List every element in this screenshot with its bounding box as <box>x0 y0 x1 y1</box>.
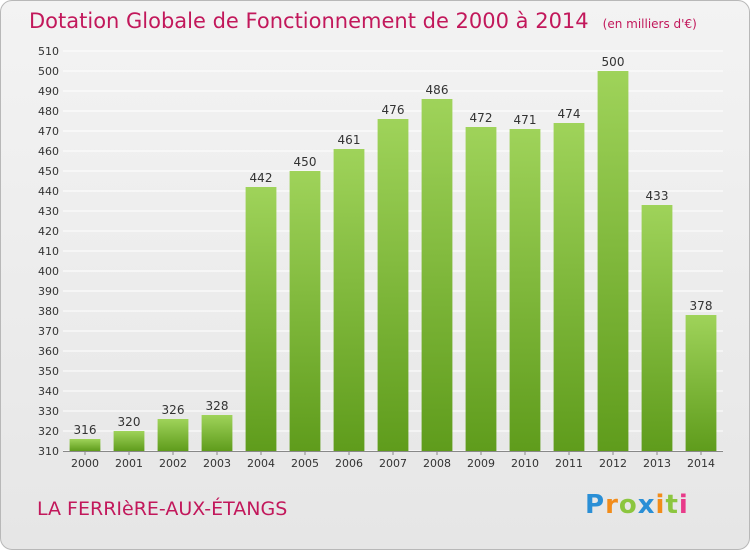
x-tick-label-2003: 2003 <box>203 457 231 470</box>
x-tick-label-2008: 2008 <box>423 457 451 470</box>
bar-2007 <box>377 119 409 451</box>
bar-2012 <box>597 71 629 451</box>
data-label-2012: 500 <box>602 55 625 69</box>
y-tick-label: 430 <box>38 205 59 218</box>
y-tick-label: 380 <box>38 305 59 318</box>
data-label-2009: 472 <box>470 111 493 125</box>
bar-2014 <box>685 315 717 451</box>
data-label-2006: 461 <box>338 133 361 147</box>
data-label-2003: 328 <box>206 399 229 413</box>
data-label-2013: 433 <box>646 189 669 203</box>
chart-title-text: Dotation Globale de Fonctionnement de 20… <box>29 9 589 33</box>
y-tick-label: 420 <box>38 225 59 238</box>
logo-letter: r <box>605 490 619 520</box>
data-label-2011: 474 <box>558 107 581 121</box>
chart-title: Dotation Globale de Fonctionnement de 20… <box>29 9 697 33</box>
logo-letter: o <box>618 490 638 520</box>
y-tick-label: 320 <box>38 425 59 438</box>
x-tick-label-2009: 2009 <box>467 457 495 470</box>
bar-2010 <box>509 129 541 451</box>
bar-2003 <box>201 415 233 451</box>
y-tick-label: 340 <box>38 385 59 398</box>
bar-2002 <box>157 419 189 451</box>
logo-letter: i <box>655 490 666 520</box>
bar-2008 <box>421 99 453 451</box>
y-tick-label: 490 <box>38 85 59 98</box>
bar-2001 <box>113 431 145 451</box>
data-label-2004: 442 <box>250 171 273 185</box>
x-tick-label-2004: 2004 <box>247 457 275 470</box>
x-tick-label-2010: 2010 <box>511 457 539 470</box>
x-axis: 2000 2001 2002 2003 2004 2005 2006 2007 2008 2009… <box>71 451 715 470</box>
x-tick-label-2001: 2001 <box>115 457 143 470</box>
bar-2013 <box>641 205 673 451</box>
x-tick-label-2005: 2005 <box>291 457 319 470</box>
y-tick-label: 440 <box>38 185 59 198</box>
x-tick-label-2002: 2002 <box>159 457 187 470</box>
bar-2005 <box>289 171 321 451</box>
x-tick-label-2014: 2014 <box>687 457 715 470</box>
y-tick-label: 350 <box>38 365 59 378</box>
x-tick-label-2000: 2000 <box>71 457 99 470</box>
x-tick-label-2011: 2011 <box>555 457 583 470</box>
proxiti-logo: Proxiti <box>585 490 689 520</box>
bars: 316 320 326 328 442 450 461 476 486 472 471 474 500 4… <box>69 55 717 451</box>
bar-2009 <box>465 127 497 451</box>
data-label-2007: 476 <box>382 103 405 117</box>
logo-letter: x <box>637 490 656 520</box>
bar-2000 <box>69 439 101 451</box>
x-tick-label-2007: 2007 <box>379 457 407 470</box>
y-tick-label: 470 <box>38 125 59 138</box>
y-axis: 310 320 330 340 350 360 370 380 390 400 410 420 430 4… <box>38 45 59 458</box>
data-label-2010: 471 <box>514 113 537 127</box>
bar-2006 <box>333 149 365 451</box>
y-tick-label: 360 <box>38 345 59 358</box>
x-tick-label-2013: 2013 <box>643 457 671 470</box>
chart-units: (en milliers d'€) <box>602 17 697 31</box>
data-label-2000: 316 <box>74 423 97 437</box>
bar-2004 <box>245 187 277 451</box>
y-tick-label: 410 <box>38 245 59 258</box>
logo-letter: i <box>678 490 689 520</box>
logo-letter: P <box>585 490 606 520</box>
x-tick-label-2012: 2012 <box>599 457 627 470</box>
commune-name: LA FERRIèRE-AUX-ÉTANGS <box>37 498 288 520</box>
y-tick-label: 370 <box>38 325 59 338</box>
y-tick-label: 450 <box>38 165 59 178</box>
data-label-2001: 320 <box>118 415 141 429</box>
y-tick-label: 480 <box>38 105 59 118</box>
y-tick-label: 390 <box>38 285 59 298</box>
data-label-2002: 326 <box>162 403 185 417</box>
y-tick-label: 400 <box>38 265 59 278</box>
logo-letter: t <box>665 490 679 520</box>
y-tick-label: 330 <box>38 405 59 418</box>
x-tick-label-2006: 2006 <box>335 457 363 470</box>
y-tick-label: 310 <box>38 445 59 458</box>
y-tick-label: 460 <box>38 145 59 158</box>
bar-2011 <box>553 123 585 451</box>
data-label-2008: 486 <box>426 83 449 97</box>
data-label-2005: 450 <box>294 155 317 169</box>
y-tick-label: 500 <box>38 65 59 78</box>
data-label-2014: 378 <box>690 299 713 313</box>
y-tick-label: 510 <box>38 45 59 58</box>
